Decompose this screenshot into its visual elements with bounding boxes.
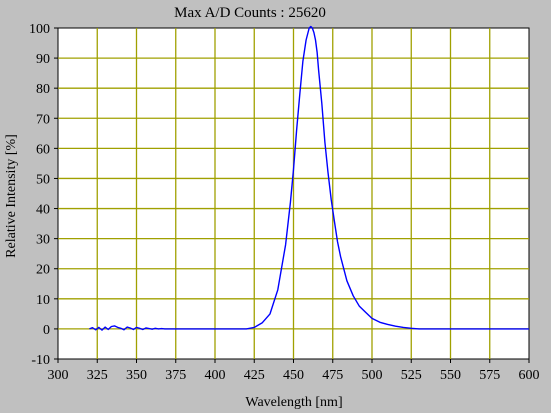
x-tick-label-400: 400 [205,368,226,383]
y-tick-label-90: 90 [36,52,50,67]
x-tick-label-500: 500 [362,368,383,383]
grid-lines [58,28,529,359]
x-tick-label-575: 575 [479,368,500,383]
series-line-0 [89,25,529,331]
series-layer [89,25,529,331]
y-tick-label-100: 100 [29,22,50,37]
chart-title: Max A/D Counts : 25620 [174,5,326,21]
x-tick-label-600: 600 [519,368,540,383]
x-tick-label-550: 550 [440,368,461,383]
y-tick-label-50: 50 [36,172,50,187]
x-tick-label-300: 300 [48,368,69,383]
x-axis-label: Wavelength [nm] [245,395,342,410]
y-tick-label-20: 20 [36,263,50,278]
x-tick-label-350: 350 [126,368,147,383]
y-tick-label-40: 40 [36,203,50,218]
y-tick-label-0: 0 [43,323,50,338]
x-tick-label-475: 475 [322,368,343,383]
y-tick-label-80: 80 [36,82,50,97]
x-tick-label-425: 425 [244,368,265,383]
y-tick-labels: -10 0 10 20 30 40 50 60 70 80 90 100 [29,22,58,368]
x-tick-label-525: 525 [401,368,422,383]
x-tick-labels: 300 325 350 375 400 425 450 475 500 525 550 575 600 [48,359,540,383]
y-tick-label--10: -10 [31,353,50,368]
y-axis-label: Relative Intensity [%] [4,134,19,258]
x-tick-label-450: 450 [283,368,304,383]
y-tick-label-30: 30 [36,233,50,248]
y-tick-label-60: 60 [36,142,50,157]
x-tick-label-375: 375 [165,368,186,383]
y-tick-label-70: 70 [36,112,50,127]
y-tick-label-10: 10 [36,293,50,308]
x-tick-label-325: 325 [87,368,108,383]
